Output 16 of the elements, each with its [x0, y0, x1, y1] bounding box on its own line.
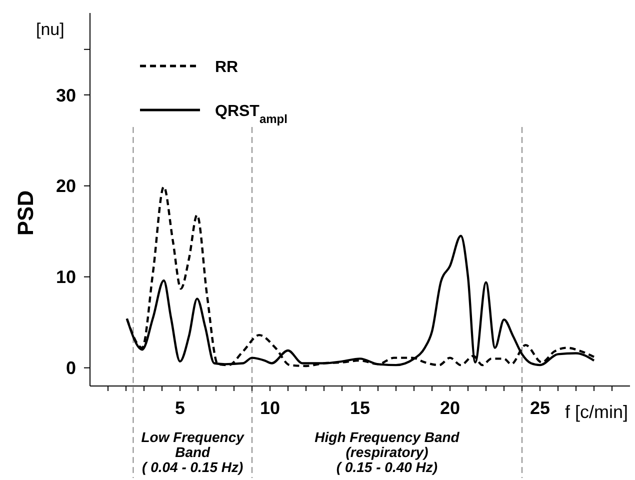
x-tick-label: 15 — [350, 398, 370, 418]
text: [nu] — [36, 20, 64, 40]
x-tick-label: 5 — [174, 398, 186, 418]
legend-label: RR — [215, 59, 239, 76]
y-tick-label: 0 — [66, 358, 76, 378]
x-tick-label: 20 — [440, 398, 460, 418]
y-axis-title: PSD — [13, 190, 38, 236]
y-tick-label: 20 — [56, 176, 76, 196]
x-tick-label: 25 — [530, 398, 550, 418]
y-tick-label: 30 — [56, 85, 76, 106]
text: Low Frequency Band ( 0.04 - 0.15 Hz) — [141, 429, 244, 475]
y-tick-label: 10 — [56, 267, 76, 288]
text: High Frequency Band (respiratory) ( 0.15 - 0.40 Hz) — [314, 429, 460, 475]
x-tick-label: 10 — [260, 398, 280, 418]
x-axis-title: f [c/min] — [564, 402, 628, 422]
legend-label: QRST$_{ampl}$ — [215, 103, 288, 126]
